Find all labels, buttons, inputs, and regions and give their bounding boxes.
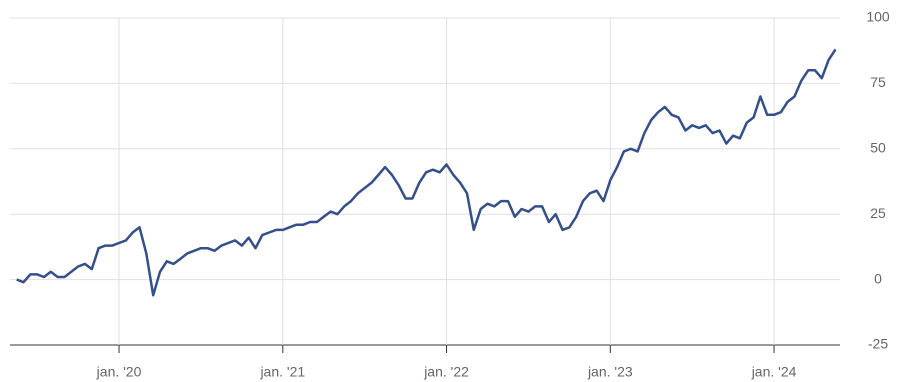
line [16,48,837,297]
x-tick-label: jan. '21 [259,364,305,380]
y-tick-label: -25 [868,336,888,352]
x-tick-label: jan. '24 [751,364,797,380]
y-tick-label: 0 [874,270,882,286]
x-tick-label: jan. '23 [587,364,633,380]
y-tick-label: 25 [870,205,886,221]
y-tick-label: 50 [870,140,886,156]
y-tick-label: 100 [866,9,890,25]
x-tick-label: jan. '20 [96,364,142,380]
x-tick-label: jan. '22 [423,364,469,380]
y-tick-label: 75 [870,74,886,90]
